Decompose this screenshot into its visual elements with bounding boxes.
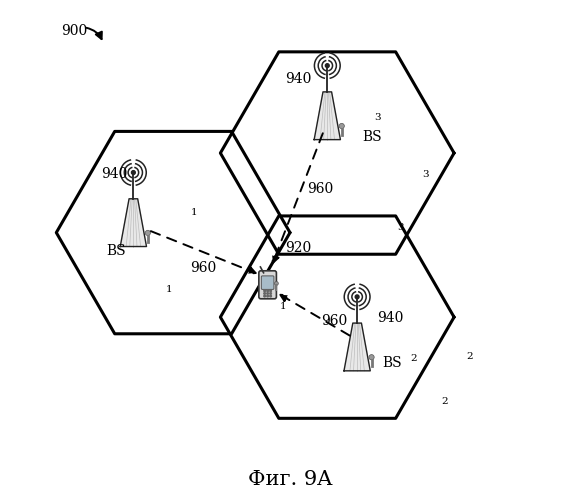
Circle shape bbox=[267, 292, 269, 294]
Text: 1: 1 bbox=[191, 208, 197, 216]
Text: 3: 3 bbox=[422, 170, 429, 179]
Circle shape bbox=[339, 124, 345, 128]
Text: BS: BS bbox=[362, 130, 382, 143]
Polygon shape bbox=[314, 92, 340, 140]
Circle shape bbox=[264, 296, 266, 297]
Text: 1: 1 bbox=[280, 302, 287, 311]
Circle shape bbox=[325, 64, 329, 68]
Circle shape bbox=[274, 282, 278, 286]
Text: 960: 960 bbox=[191, 262, 217, 276]
Text: 940: 940 bbox=[377, 311, 403, 325]
Text: 920: 920 bbox=[285, 242, 311, 256]
FancyBboxPatch shape bbox=[262, 276, 274, 289]
FancyBboxPatch shape bbox=[259, 271, 277, 299]
Circle shape bbox=[264, 292, 266, 294]
Text: 2: 2 bbox=[466, 352, 473, 361]
Circle shape bbox=[145, 230, 150, 235]
Text: 940: 940 bbox=[285, 72, 311, 86]
Circle shape bbox=[270, 292, 271, 294]
Circle shape bbox=[270, 296, 271, 297]
Text: BS: BS bbox=[106, 244, 126, 258]
Text: 900: 900 bbox=[61, 24, 88, 38]
Circle shape bbox=[267, 296, 269, 297]
Polygon shape bbox=[344, 323, 370, 371]
Circle shape bbox=[267, 290, 269, 292]
Circle shape bbox=[355, 295, 359, 298]
Text: 960: 960 bbox=[321, 314, 347, 328]
Text: 3: 3 bbox=[397, 222, 404, 232]
Text: 940: 940 bbox=[101, 167, 128, 181]
Text: 3: 3 bbox=[375, 114, 381, 122]
Text: 2: 2 bbox=[410, 354, 417, 364]
Circle shape bbox=[270, 290, 271, 292]
Circle shape bbox=[369, 354, 374, 360]
Text: 2: 2 bbox=[441, 396, 448, 406]
Circle shape bbox=[264, 290, 266, 292]
Text: 1: 1 bbox=[166, 285, 172, 294]
Text: 960: 960 bbox=[307, 182, 334, 196]
Text: BS: BS bbox=[382, 356, 401, 370]
Polygon shape bbox=[120, 199, 147, 246]
Circle shape bbox=[132, 170, 135, 174]
Text: Фиг. 9A: Фиг. 9A bbox=[248, 470, 332, 488]
